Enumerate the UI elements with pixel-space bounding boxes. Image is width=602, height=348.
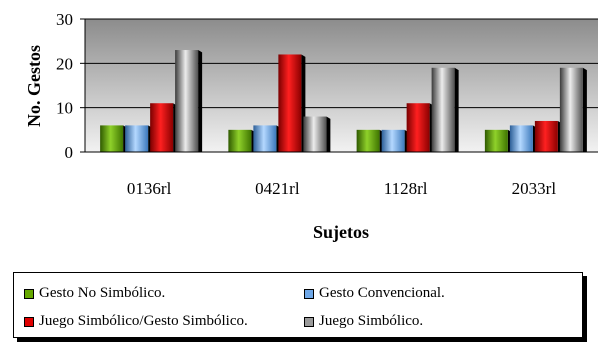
legend-item-gesto-no-simbolico: Gesto No Simbólico. — [24, 285, 165, 302]
bar — [303, 116, 327, 152]
legend-item-gesto-convencional: Gesto Convencional. — [304, 285, 445, 302]
legend-swatch — [304, 288, 314, 299]
legend-swatch — [24, 316, 34, 327]
legend-swatch — [24, 288, 34, 299]
y-ticks: 0 10 20 30 — [56, 10, 85, 162]
bar-side — [582, 67, 587, 152]
x-tick-label: 0136rl — [127, 179, 172, 198]
x-tick-label: 2033rl — [512, 179, 557, 198]
legend: Gesto No Simbólico. Gesto Convencional. … — [13, 272, 583, 338]
legend-label: Gesto Convencional. — [319, 285, 445, 301]
x-tick-label: 0421rl — [255, 179, 300, 198]
bar-side — [198, 50, 203, 152]
y-tick-label: 30 — [56, 10, 73, 29]
y-tick-label: 10 — [56, 99, 73, 118]
bar-side — [326, 116, 331, 152]
bar-group — [100, 50, 587, 152]
y-tick-label: 20 — [56, 54, 73, 73]
bar-chart: 0 10 20 30 0136rl 0421rl 1128rl 2033rl Sujetos… — [24, 10, 598, 242]
bar — [175, 50, 199, 152]
bar — [406, 103, 430, 152]
bar — [278, 54, 302, 152]
legend-item-juego-simbolico: Juego Simbólico. — [304, 313, 423, 330]
legend-label: Juego Simbólico/Gesto Simbólico. — [39, 313, 248, 329]
bar — [431, 67, 455, 152]
x-tick-labels: 0136rl 0421rl 1128rl 2033rl — [127, 179, 556, 198]
bar — [509, 125, 533, 152]
x-tick-label: 1128rl — [384, 179, 428, 198]
bar — [559, 67, 583, 152]
legend-label: Gesto No Simbólico. — [39, 285, 166, 301]
bar — [253, 125, 277, 152]
bar — [381, 129, 405, 152]
x-axis-title: Sujetos — [313, 222, 369, 242]
bar — [150, 103, 174, 152]
bar — [356, 129, 380, 152]
legend-item-juego-gesto-simbolico: Juego Simbólico/Gesto Simbólico. — [24, 313, 248, 330]
bar — [125, 125, 149, 152]
bar-side — [454, 67, 459, 152]
bar — [100, 125, 124, 152]
bar — [228, 129, 252, 152]
legend-swatch — [304, 316, 314, 327]
legend-label: Juego Simbólico. — [319, 313, 424, 329]
y-tick-label: 0 — [65, 143, 74, 162]
bar — [484, 129, 508, 152]
bar — [534, 120, 558, 152]
y-axis-title: No. Gestos — [24, 45, 44, 127]
